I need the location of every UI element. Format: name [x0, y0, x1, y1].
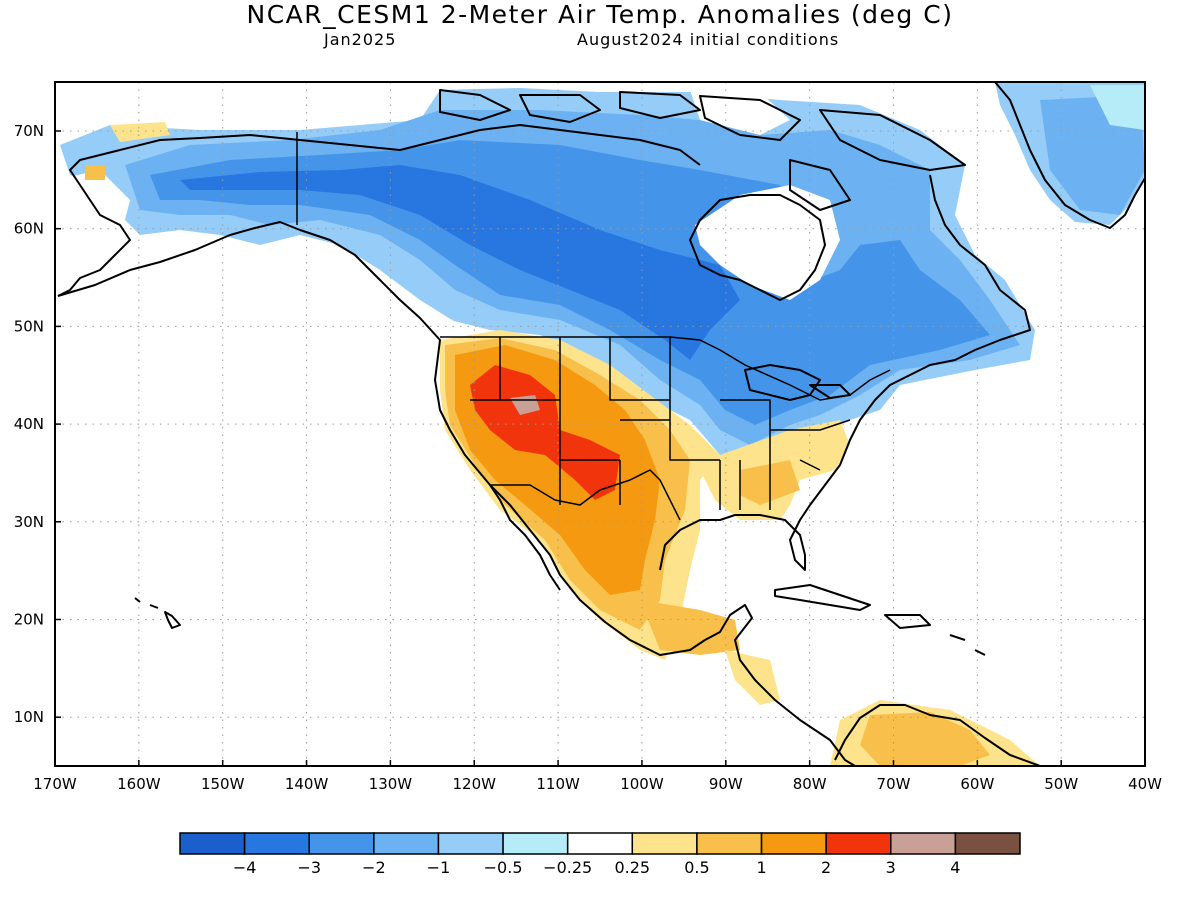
latitude-labels: 70N 60N 50N 40N 30N 20N 10N	[14, 122, 61, 726]
lon-tick-label: 110W	[536, 775, 580, 793]
lat-tick-label: 20N	[14, 611, 44, 629]
anomaly-region	[180, 165, 740, 360]
anomaly-region	[85, 165, 105, 180]
lon-tick-label: 150W	[201, 775, 245, 793]
colorbar-swatch	[437, 832, 504, 855]
lat-tick-label: 50N	[14, 317, 44, 335]
coastline-baja	[489, 484, 561, 591]
lat-lon-grid	[55, 82, 1145, 766]
lon-tick-label: 160W	[117, 775, 161, 793]
coastline-hudson-bay	[689, 194, 826, 301]
lat-tick-label: 70N	[14, 122, 44, 140]
lon-tick-label: 170W	[33, 775, 77, 793]
colorbar-label: −4	[233, 858, 257, 877]
longitude-labels: 170W 160W 150W 140W 130W 120W 110W 100W 90W 80W 70…	[33, 760, 1162, 793]
colorbar-swatch	[179, 832, 246, 855]
colorbar-label: 0.25	[614, 858, 650, 877]
coastline-arctic-islands	[439, 89, 966, 211]
lon-tick-label: 130W	[369, 775, 413, 793]
coastline-alaska	[57, 149, 131, 297]
lon-tick-label: 120W	[453, 775, 497, 793]
colorbar-swatch	[825, 832, 892, 855]
lon-tick-label: 100W	[620, 775, 664, 793]
colorbar-label: −1	[427, 858, 451, 877]
colorbar-swatch	[954, 832, 1021, 855]
colorbar-label: −2	[362, 858, 386, 877]
lon-tick-label: 80W	[793, 775, 827, 793]
colorbar-label: −3	[297, 858, 321, 877]
lon-tick-label: 50W	[1044, 775, 1078, 793]
coastline-greenland	[994, 82, 1145, 229]
colorbar-label: −0.25	[543, 858, 592, 877]
lat-tick-label: 60N	[14, 220, 44, 238]
colorbar-swatch	[502, 832, 569, 855]
colorbar-label: 1	[756, 858, 766, 877]
coastline-south-america	[834, 704, 1041, 766]
us-state-lines	[470, 337, 851, 510]
lat-tick-label: 10N	[14, 708, 44, 726]
colorbar-swatch	[631, 832, 698, 855]
coastlines	[57, 82, 1145, 766]
colorbar-swatch	[243, 832, 310, 855]
lon-tick-label: 70W	[877, 775, 911, 793]
coastline-arctic	[119, 124, 701, 166]
initial-conditions: August2024 initial conditions	[577, 30, 840, 49]
anomaly-region	[860, 712, 990, 766]
lat-tick-label: 40N	[14, 415, 44, 433]
lat-tick-label: 30N	[14, 513, 44, 531]
lon-tick-label: 60W	[960, 775, 994, 793]
colorbar-label: 3	[886, 858, 896, 877]
anomaly-region	[640, 600, 740, 655]
anomaly-region	[1090, 85, 1145, 130]
anomaly-shading	[55, 82, 1145, 766]
colorbar-label: 4	[950, 858, 960, 877]
colorbar-swatch	[696, 832, 763, 855]
colorbar-label: 0.5	[684, 858, 709, 877]
coastline-hawaii	[134, 597, 181, 629]
anomaly-region	[470, 365, 620, 500]
lon-tick-label: 40W	[1128, 775, 1162, 793]
colorbar: −4 −3 −2 −1 −0.5 −0.25 0.25 0.5 1 2 3 4	[179, 832, 1021, 877]
colorbar-swatch	[760, 832, 827, 855]
coastline-gulf	[659, 174, 1031, 571]
political-boundaries	[296, 132, 891, 521]
colorbar-swatch	[890, 832, 957, 855]
colorbar-swatch	[308, 832, 375, 855]
colorbar-swatch	[566, 832, 634, 855]
lon-tick-label: 90W	[709, 775, 743, 793]
colorbar-swatch	[373, 832, 440, 855]
lon-tick-label: 140W	[285, 775, 329, 793]
map-title: NCAR_CESM1 2-Meter Air Temp. Anomalies (…	[246, 0, 954, 29]
coastline-caribbean	[774, 584, 986, 656]
anomaly-region	[380, 270, 490, 340]
colorbar-label: −0.5	[484, 858, 523, 877]
anomaly-region	[110, 122, 170, 142]
coastline-north-america	[57, 221, 856, 766]
forecast-month: Jan2025	[324, 30, 397, 49]
colorbar-label: 2	[821, 858, 831, 877]
us-mexico-border	[490, 469, 681, 521]
anomaly-region	[695, 185, 840, 300]
